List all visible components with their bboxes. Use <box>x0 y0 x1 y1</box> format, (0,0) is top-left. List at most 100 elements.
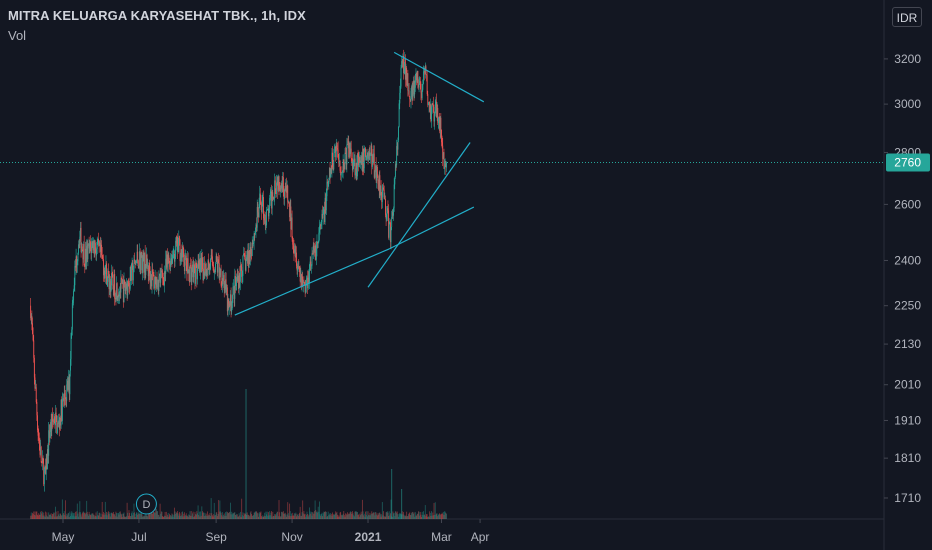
candle-body <box>386 213 388 219</box>
candle-body <box>105 263 107 269</box>
candle-body <box>43 463 45 485</box>
candle-body <box>427 94 429 105</box>
candle-body <box>308 277 310 283</box>
volume-bar <box>93 514 95 519</box>
candle-body <box>139 251 141 271</box>
candle-body <box>141 251 143 274</box>
volume-bar <box>271 511 272 519</box>
candle-body <box>215 255 217 264</box>
candle-body <box>56 415 58 434</box>
candle-body <box>230 294 232 312</box>
volume-bar <box>314 511 315 519</box>
candle-body <box>136 251 138 261</box>
dividend-marker[interactable] <box>135 493 157 515</box>
volume-bar <box>107 511 109 519</box>
candle-body <box>300 274 302 287</box>
volume-bar <box>199 516 201 519</box>
volume-bar <box>34 511 36 519</box>
candle-body <box>419 81 421 84</box>
candle-body <box>325 197 327 211</box>
candle-body <box>426 75 428 95</box>
volume-bar <box>376 514 378 519</box>
volume-bar <box>217 514 219 519</box>
candle-body <box>58 420 60 429</box>
candle-body <box>221 285 223 287</box>
volume-bar <box>152 513 154 519</box>
volume-bar <box>351 514 353 519</box>
volume-bar <box>90 515 92 519</box>
volume-bar <box>361 513 363 519</box>
volume-bar <box>332 512 333 519</box>
currency-button[interactable]: IDR <box>892 7 922 27</box>
candle-body <box>184 257 186 271</box>
volume-bar <box>221 512 223 519</box>
candle-body <box>381 189 383 203</box>
volume-bar <box>334 513 336 519</box>
volume-bar <box>43 515 45 519</box>
price-tick-label: 3000 <box>894 97 921 111</box>
candle-body <box>104 268 106 279</box>
volume-bar <box>125 516 127 519</box>
volume-bar <box>239 511 241 519</box>
candle-body <box>137 251 139 261</box>
candle-body <box>67 380 69 390</box>
candle-body <box>134 260 136 264</box>
volume-bar <box>337 516 339 519</box>
volume-bar <box>112 513 114 519</box>
volume-bar <box>211 515 213 519</box>
volume-bar <box>410 515 412 519</box>
candle-body <box>73 290 75 301</box>
candle-body <box>137 260 139 269</box>
candle-body <box>337 149 339 158</box>
volume-bar <box>240 516 242 519</box>
volume-bar <box>339 512 341 519</box>
candle-body <box>117 294 119 298</box>
candle-body <box>376 166 378 177</box>
price-tick-label: 2250 <box>894 299 921 313</box>
volume-bar <box>39 515 41 519</box>
candle-body <box>236 277 238 281</box>
volume-bar <box>185 513 187 519</box>
volume-bar <box>422 515 424 519</box>
candle-body <box>66 384 68 401</box>
volume-bar <box>243 516 244 519</box>
volume-bar <box>159 516 160 519</box>
candle-body <box>275 193 277 194</box>
volume-bar <box>103 515 105 519</box>
candle-body <box>180 249 182 260</box>
volume-bar <box>347 512 348 519</box>
volume-bar <box>371 513 373 519</box>
volume-bar <box>37 514 38 519</box>
volume-bar <box>140 512 142 519</box>
candle-body <box>374 170 376 178</box>
volume-bar <box>35 515 37 519</box>
candle-body <box>429 102 431 112</box>
volume-bar <box>359 513 361 519</box>
candle-body <box>403 68 405 74</box>
symbol-title: MITRA KELUARGA KARYASEHAT TBK., 1h, IDX <box>8 8 306 23</box>
candle-body <box>334 146 336 153</box>
candle-body <box>400 67 402 87</box>
volume-bar <box>212 516 214 519</box>
volume-bar <box>83 513 85 519</box>
candle-body <box>345 152 347 165</box>
candle-body <box>421 92 423 99</box>
volume-bar <box>317 512 319 519</box>
volume-bar <box>366 516 368 519</box>
volume-bar <box>264 512 266 519</box>
candle-body <box>157 286 159 292</box>
volume-bar <box>229 511 231 519</box>
candle-body <box>193 265 195 266</box>
candle-body <box>244 254 246 260</box>
candle-body <box>107 270 109 272</box>
volume-bar <box>332 513 334 519</box>
volume-bar <box>218 500 220 519</box>
volume-bar <box>403 512 404 519</box>
volume-bar <box>210 515 211 519</box>
volume-indicator-label[interactable]: Vol <box>8 28 27 43</box>
volume-bar <box>92 513 94 519</box>
candle-body <box>190 265 192 266</box>
volume-bar <box>417 511 419 519</box>
